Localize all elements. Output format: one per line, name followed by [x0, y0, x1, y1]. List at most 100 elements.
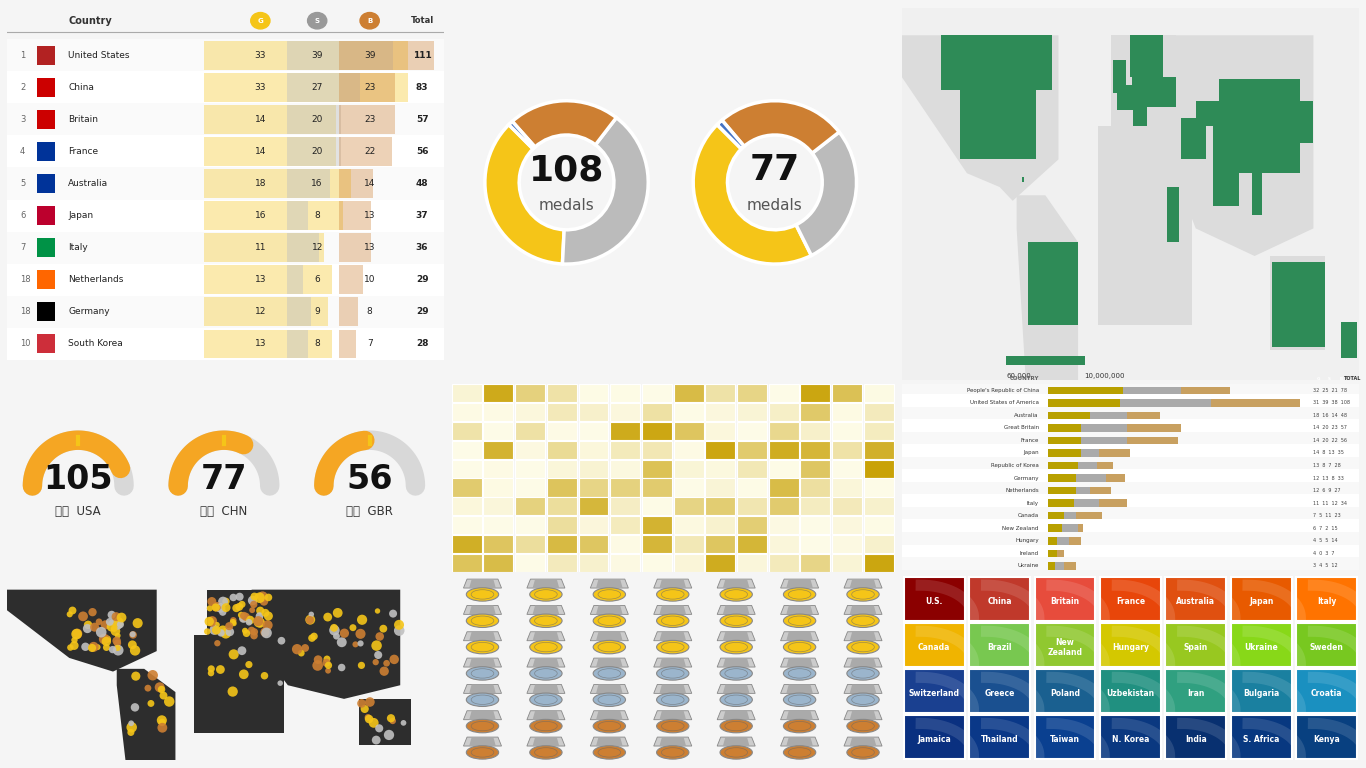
Circle shape — [1236, 377, 1366, 381]
Circle shape — [598, 669, 620, 678]
Text: TOTAL: TOTAL — [1344, 376, 1361, 382]
Circle shape — [788, 669, 811, 678]
FancyBboxPatch shape — [832, 384, 862, 402]
Point — [93, 633, 115, 645]
Text: 39: 39 — [311, 51, 322, 60]
Point — [209, 602, 231, 614]
Polygon shape — [723, 632, 750, 641]
Point — [61, 604, 83, 617]
Point — [96, 641, 117, 654]
Point — [86, 641, 108, 654]
Point — [382, 607, 404, 620]
FancyBboxPatch shape — [579, 554, 608, 572]
FancyBboxPatch shape — [902, 482, 1359, 495]
Point — [366, 605, 388, 617]
Polygon shape — [723, 737, 750, 746]
Circle shape — [466, 693, 499, 707]
Polygon shape — [654, 684, 691, 694]
FancyBboxPatch shape — [863, 554, 893, 572]
Point — [254, 626, 276, 638]
FancyBboxPatch shape — [484, 535, 514, 553]
Circle shape — [784, 614, 816, 627]
Circle shape — [725, 642, 747, 652]
Point — [223, 648, 245, 660]
Text: 13: 13 — [363, 211, 376, 220]
Circle shape — [661, 669, 684, 678]
FancyBboxPatch shape — [546, 384, 576, 402]
Circle shape — [598, 616, 620, 625]
Text: Hungary: Hungary — [1015, 538, 1040, 543]
FancyBboxPatch shape — [902, 469, 1359, 482]
Polygon shape — [850, 579, 877, 588]
FancyBboxPatch shape — [902, 406, 1359, 420]
FancyBboxPatch shape — [452, 422, 482, 440]
Polygon shape — [1270, 256, 1325, 349]
FancyBboxPatch shape — [832, 403, 862, 422]
FancyBboxPatch shape — [287, 41, 392, 70]
Point — [197, 625, 219, 637]
FancyBboxPatch shape — [611, 516, 641, 535]
FancyBboxPatch shape — [611, 422, 641, 440]
FancyBboxPatch shape — [800, 535, 831, 553]
Bar — [1076, 475, 1106, 482]
FancyBboxPatch shape — [484, 459, 514, 478]
Circle shape — [530, 641, 561, 654]
Point — [254, 670, 276, 682]
Polygon shape — [787, 737, 813, 746]
FancyBboxPatch shape — [546, 441, 576, 459]
Text: Canada: Canada — [918, 643, 951, 652]
FancyBboxPatch shape — [579, 516, 608, 535]
Bar — [1106, 475, 1124, 482]
Text: Croatia: Croatia — [1311, 689, 1343, 698]
Text: 11  11  12  34: 11 11 12 34 — [1314, 501, 1347, 505]
Polygon shape — [463, 658, 501, 667]
Text: 18  16  14  48: 18 16 14 48 — [1314, 413, 1347, 418]
Point — [201, 663, 223, 675]
Text: 🇬🇧  GBR: 🇬🇧 GBR — [346, 505, 393, 518]
Circle shape — [661, 695, 684, 704]
Polygon shape — [469, 737, 496, 746]
FancyBboxPatch shape — [642, 459, 672, 478]
Text: N. Korea: N. Korea — [1112, 735, 1149, 744]
Circle shape — [720, 641, 753, 654]
FancyBboxPatch shape — [1034, 577, 1096, 621]
FancyBboxPatch shape — [1231, 669, 1291, 713]
Bar — [1048, 512, 1064, 519]
FancyBboxPatch shape — [738, 478, 766, 497]
FancyBboxPatch shape — [37, 46, 55, 65]
Circle shape — [784, 641, 816, 654]
Polygon shape — [7, 590, 157, 671]
Polygon shape — [1294, 101, 1314, 143]
Polygon shape — [194, 634, 284, 733]
Point — [331, 636, 352, 648]
Polygon shape — [850, 632, 877, 641]
Text: 12  6  9  27: 12 6 9 27 — [1314, 488, 1341, 493]
Point — [258, 591, 280, 604]
Point — [67, 627, 89, 640]
Point — [376, 657, 398, 670]
Bar — [1127, 412, 1160, 419]
Point — [139, 697, 161, 710]
Polygon shape — [844, 658, 882, 667]
FancyBboxPatch shape — [452, 516, 482, 535]
Point — [83, 641, 105, 653]
FancyBboxPatch shape — [515, 554, 545, 572]
Point — [324, 624, 346, 637]
Polygon shape — [590, 710, 628, 720]
Point — [201, 615, 223, 627]
Text: Brazil: Brazil — [988, 643, 1012, 652]
Polygon shape — [780, 737, 818, 746]
Polygon shape — [780, 684, 818, 694]
Circle shape — [593, 667, 626, 680]
FancyBboxPatch shape — [484, 441, 514, 459]
Polygon shape — [654, 605, 691, 614]
FancyBboxPatch shape — [642, 478, 672, 497]
FancyBboxPatch shape — [904, 715, 964, 760]
Point — [324, 621, 346, 634]
Text: 🇺🇸  USA: 🇺🇸 USA — [56, 505, 101, 518]
Point — [380, 712, 402, 724]
FancyBboxPatch shape — [970, 715, 1030, 760]
Wedge shape — [796, 132, 856, 256]
Text: 8: 8 — [366, 307, 373, 316]
Circle shape — [788, 642, 811, 652]
